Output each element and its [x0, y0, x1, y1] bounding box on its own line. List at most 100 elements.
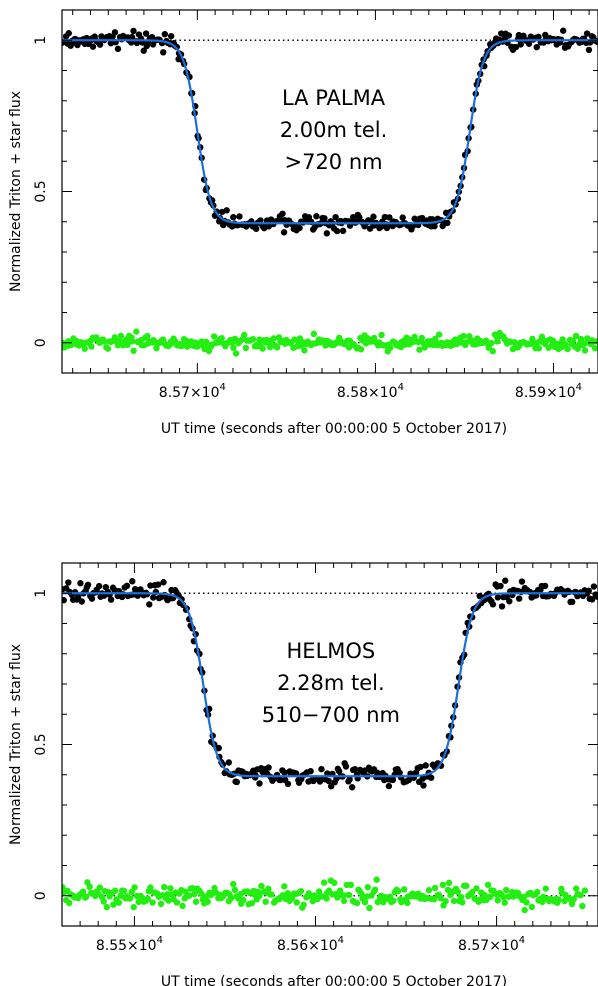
residual-point — [521, 906, 528, 914]
residual-point — [258, 882, 265, 890]
residual-point — [373, 876, 380, 883]
residual-point — [450, 897, 458, 905]
residual-point — [301, 347, 308, 354]
panel-helmos: 00.51 Normalized Triton + star flux 8.55×1… — [8, 562, 598, 986]
observed-point — [281, 769, 288, 776]
residual-point — [103, 903, 111, 911]
observed-point — [383, 224, 391, 232]
y-tick-label: 0.5 — [33, 180, 49, 202]
residual-point — [96, 884, 104, 891]
observed-point — [114, 45, 122, 53]
observed-point — [515, 595, 523, 602]
residual-point — [120, 887, 128, 895]
residual-point — [111, 887, 119, 894]
residual-point — [460, 332, 467, 340]
observed-point — [154, 581, 162, 588]
residual-point — [147, 884, 154, 891]
observed-point — [236, 213, 243, 220]
residual-point — [230, 880, 237, 888]
residual-point — [117, 332, 125, 340]
residual-point — [231, 886, 239, 894]
y-axis-label: Normalized Triton + star flux — [8, 644, 24, 845]
residual-point — [503, 886, 510, 894]
observed-point — [223, 207, 230, 214]
residual-point — [110, 901, 117, 908]
residual-point — [310, 330, 318, 338]
observed-point — [89, 43, 97, 50]
residual-point — [394, 887, 402, 895]
observed-point — [225, 759, 232, 766]
residual-point — [463, 882, 470, 889]
observed-point — [342, 763, 350, 770]
residual-point — [81, 345, 88, 352]
residual-point — [494, 897, 501, 904]
observed-point — [62, 597, 67, 604]
plot-area — [62, 27, 598, 357]
residual-point — [167, 885, 174, 892]
residual-point — [457, 893, 465, 901]
residual-point — [484, 881, 492, 888]
residual-point — [144, 332, 151, 340]
residual-point — [165, 897, 172, 904]
observed-point — [65, 579, 72, 586]
observed-point — [370, 213, 377, 220]
observed-point — [399, 214, 406, 221]
residual-point — [445, 879, 453, 887]
x-axis: 8.55×104 8.56×104 8.57×104 — [61, 563, 588, 954]
residual-point — [62, 884, 66, 891]
observed-point — [284, 780, 292, 788]
observed-point — [107, 596, 115, 603]
residual-point — [131, 884, 138, 891]
residual-point — [486, 893, 494, 901]
residual-point — [130, 903, 137, 911]
residual-point — [192, 898, 200, 905]
observed-point — [123, 582, 131, 590]
y-tick-label: 0 — [33, 891, 49, 900]
residual-point — [500, 893, 507, 901]
residual-point — [431, 884, 439, 892]
residual-point — [204, 898, 211, 905]
observed-point — [569, 598, 576, 606]
observed-point — [411, 215, 418, 222]
residual-point — [529, 335, 536, 343]
residual-point — [323, 895, 330, 902]
residual-point — [144, 895, 151, 902]
observed-point — [417, 763, 424, 771]
residual-point — [230, 344, 237, 352]
residual-points — [62, 328, 598, 357]
residual-point — [86, 883, 93, 891]
x-tick-label: 8.55×104 — [96, 935, 163, 954]
observed-point — [111, 29, 119, 36]
observed-point — [215, 744, 222, 752]
observed-point — [535, 33, 542, 41]
y-axis: 00.51 — [33, 562, 598, 927]
observed-point — [257, 217, 264, 224]
observed-point — [84, 581, 92, 588]
residual-point — [581, 887, 589, 894]
observed-point — [498, 603, 506, 610]
residual-point — [183, 337, 190, 344]
residual-point — [366, 904, 373, 912]
observed-point — [323, 230, 331, 237]
x-tick-label: 8.56×104 — [277, 935, 344, 954]
residual-point — [259, 345, 266, 352]
observed-point — [318, 765, 325, 773]
residual-point — [574, 345, 581, 352]
residual-point — [353, 899, 361, 907]
residual-point — [179, 902, 186, 910]
residual-point — [149, 899, 156, 906]
residual-point — [347, 881, 355, 889]
fit-curve — [62, 39, 598, 225]
y-axis: 00.51 — [33, 9, 598, 374]
observed-point — [88, 595, 96, 602]
observed-point — [265, 764, 272, 771]
residual-point — [488, 339, 495, 347]
residual-point — [418, 334, 426, 342]
residual-point — [241, 331, 248, 339]
annotation-line: HELMOS — [287, 639, 376, 663]
observed-point — [167, 32, 175, 40]
observed-point — [313, 213, 320, 220]
residual-point — [430, 896, 438, 903]
